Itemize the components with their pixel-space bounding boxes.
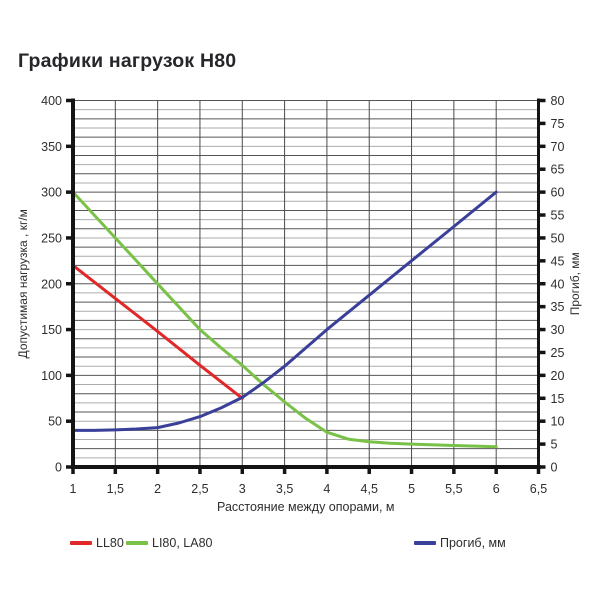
y-left-tick-label: 150 — [41, 323, 62, 337]
y-right-tick-label: 30 — [551, 323, 565, 337]
y-right-tick-label: 65 — [551, 163, 565, 177]
legend-item-ll80: LL80 — [70, 537, 124, 549]
series-line-ll80 — [71, 263, 244, 400]
x-tick-label: 3,5 — [276, 482, 293, 496]
y-right-tick-label: 75 — [551, 117, 565, 131]
y-right-tick-label: 20 — [551, 369, 565, 383]
x-tick-label: 3 — [239, 482, 246, 496]
y-right-tick-label: 10 — [551, 415, 565, 429]
legend-swatch-ll80 — [70, 541, 92, 545]
y-axis-right-title: Прогиб, мм — [568, 252, 582, 315]
x-tick-label: 5,5 — [445, 482, 462, 496]
y-left-tick-label: 100 — [41, 369, 62, 383]
y-right-tick-label: 50 — [551, 231, 565, 245]
y-right-tick-label: 70 — [551, 140, 565, 154]
y-right-tick-label: 0 — [551, 461, 558, 475]
x-tick-label: 2 — [154, 482, 161, 496]
y-left-tick-label: 300 — [41, 186, 62, 200]
y-left-tick-label: 350 — [41, 140, 62, 154]
chart-title: Графики нагрузок Н80 — [18, 50, 237, 72]
series-line-progib — [71, 190, 498, 432]
x-tick-label: 5 — [408, 482, 415, 496]
legend-swatch-li80-la80 — [126, 541, 148, 545]
y-left-tick-label: 200 — [41, 277, 62, 291]
x-axis-title: Расстояние между опорами, м — [217, 500, 394, 514]
y-left-tick-label: 250 — [41, 231, 62, 245]
series-line-li80-la80 — [71, 190, 498, 449]
y-right-tick-label: 55 — [551, 209, 565, 223]
legend-label-li80-la80: LI80, LA80 — [152, 536, 213, 550]
y-right-tick-label: 80 — [551, 94, 565, 108]
y-right-tick-label: 40 — [551, 277, 565, 291]
y-right-tick-label: 5 — [551, 438, 558, 452]
x-tick-label: 4,5 — [361, 482, 378, 496]
x-tick-label: 6 — [493, 482, 500, 496]
y-right-tick-label: 15 — [551, 392, 565, 406]
legend-label-ll80: LL80 — [96, 536, 124, 550]
x-tick-label: 2,5 — [191, 482, 208, 496]
x-tick-label: 1,5 — [107, 482, 124, 496]
y-right-tick-label: 35 — [551, 300, 565, 314]
x-tick-label: 6,5 — [530, 482, 547, 496]
y-left-tick-label: 0 — [55, 461, 62, 475]
y-right-tick-label: 25 — [551, 346, 565, 360]
x-tick-label: 4 — [323, 482, 330, 496]
legend-item-li80-la80: LI80, LA80 — [126, 537, 212, 549]
y-right-tick-label: 60 — [551, 186, 565, 200]
legend-item-progib: Прогиб, мм — [414, 537, 506, 549]
y-axis-left-title: Допустимая нагрузка , кг/м — [16, 209, 30, 358]
y-left-tick-label: 400 — [41, 94, 62, 108]
legend-swatch-progib — [414, 541, 436, 545]
x-tick-label: 1 — [70, 482, 77, 496]
legend-label-progib: Прогиб, мм — [440, 536, 506, 550]
y-right-tick-label: 45 — [551, 254, 565, 268]
y-left-tick-label: 50 — [48, 415, 62, 429]
